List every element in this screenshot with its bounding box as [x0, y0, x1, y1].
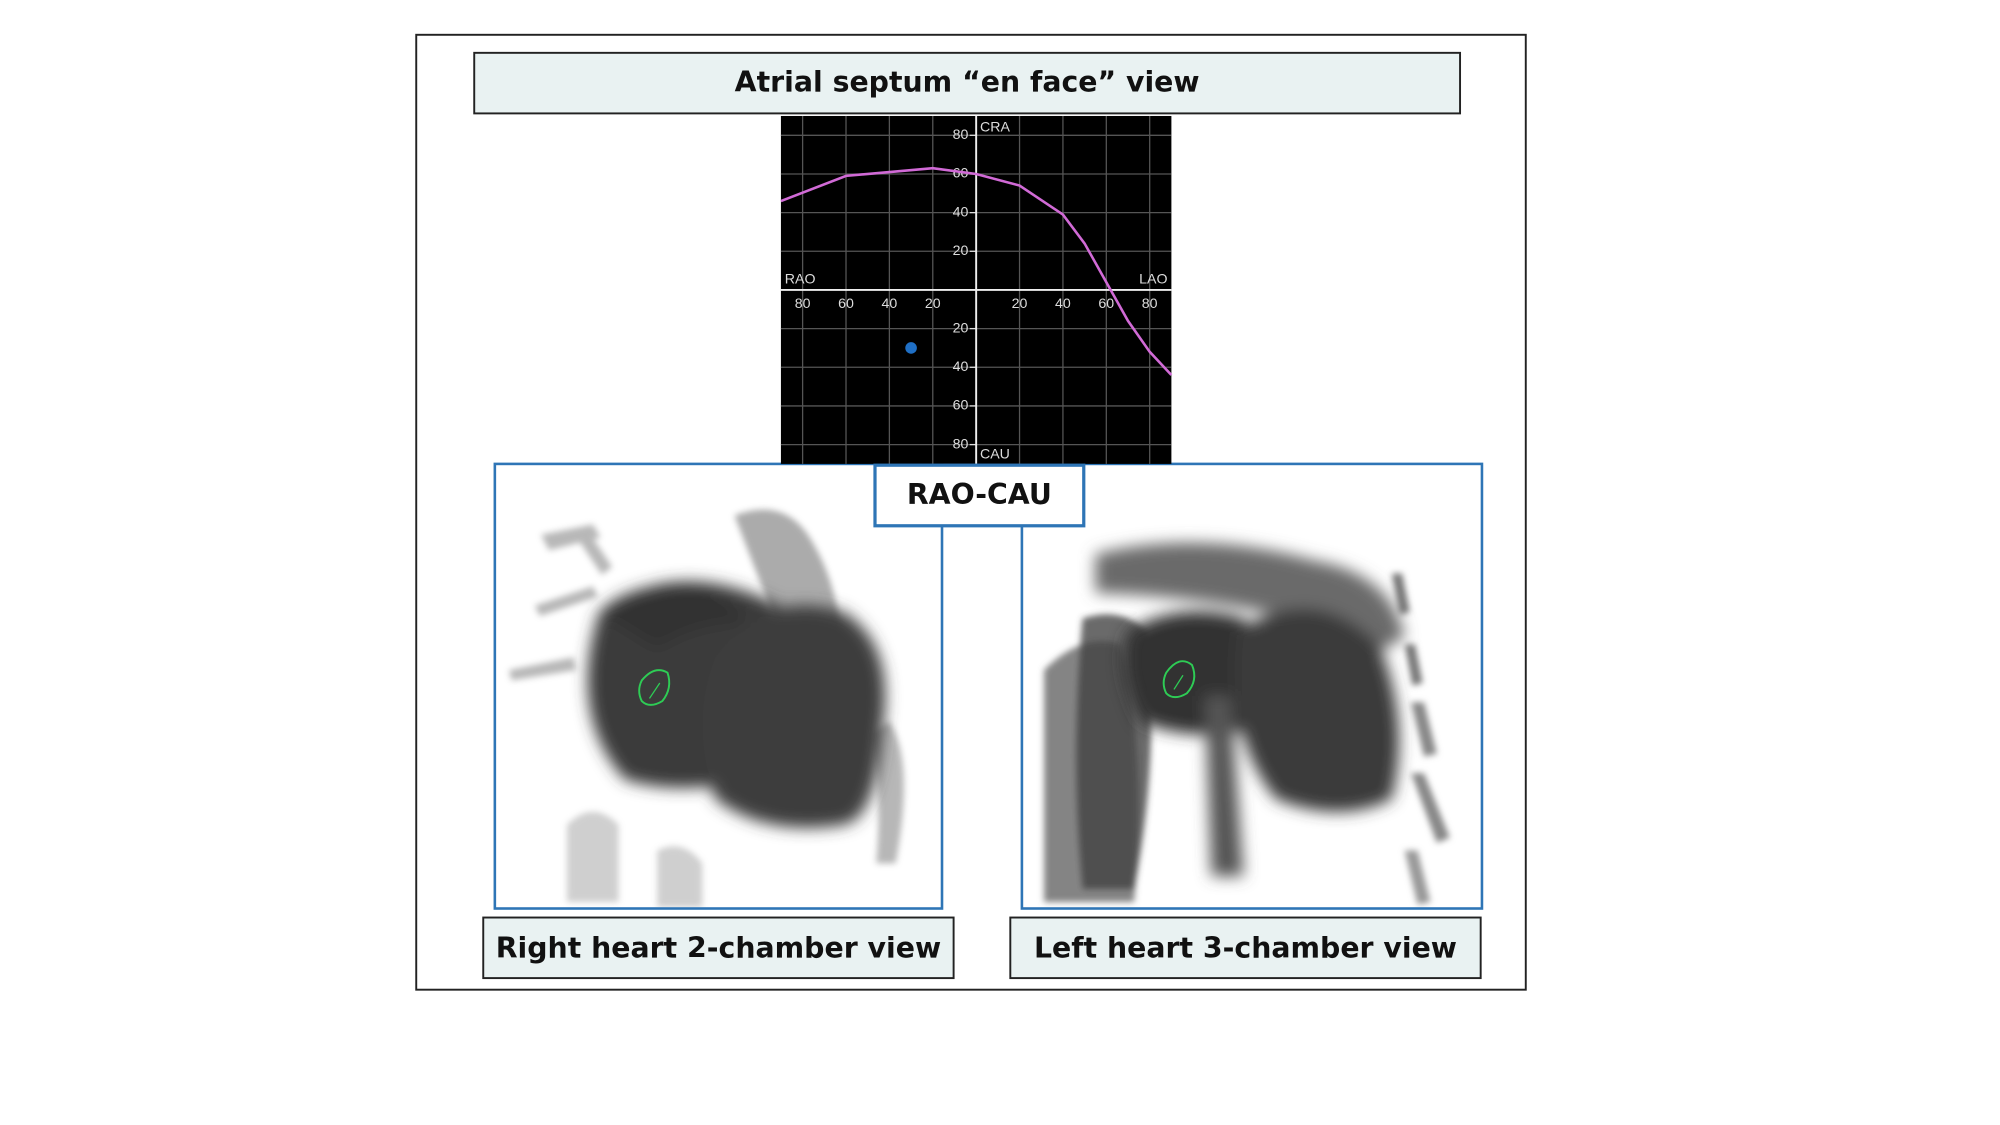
view-label: RAO-CAU [907, 478, 1052, 511]
x-tick-label: 20 [1012, 296, 1028, 312]
selected-angle [905, 342, 917, 354]
y-tick-label: 40 [953, 204, 969, 220]
y-tick-label: 40 [953, 359, 969, 375]
left-panel-frame [493, 462, 944, 910]
left-heart-image [1023, 465, 1481, 908]
x-tick-label: 60 [1098, 296, 1114, 312]
caption-box [482, 916, 955, 980]
angle-curve [780, 166, 1173, 376]
x-tick-label: 80 [795, 296, 811, 312]
y-tick-label: 80 [953, 127, 969, 143]
panel-caption: Left heart 3-chamber view [1034, 932, 1457, 965]
title-box [473, 51, 1462, 115]
angle-plot: 80 60 40 20 20 40 60 80 80 60 40 20 20 40 60 80 RAO LAO CR… [780, 115, 1173, 464]
y-tick-label: 80 [953, 436, 969, 452]
x-tick-label: 60 [838, 296, 854, 312]
caption-box [1009, 916, 1482, 980]
panel-caption: Right heart 2-chamber view [496, 932, 941, 965]
x-tick-label: 80 [1142, 296, 1158, 312]
axis-label: CAU [980, 447, 1010, 463]
x-tick-label: 40 [882, 296, 898, 312]
y-tick-label: 60 [953, 398, 969, 414]
y-tick-label: 60 [953, 166, 969, 182]
x-tick-label: 20 [925, 296, 941, 312]
y-tick-label: 20 [953, 243, 969, 259]
y-tick-label: 20 [953, 320, 969, 336]
axis-label: CRA [980, 119, 1010, 135]
x-tick-label: 40 [1055, 296, 1071, 312]
axis-label: LAO [1139, 271, 1167, 287]
axis-label: RAO [785, 271, 816, 287]
view-label-box [873, 463, 1086, 528]
right-heart-image [496, 465, 941, 908]
figure-title: Atrial septum “en face” view [735, 66, 1200, 99]
right-panel-frame [1020, 462, 1484, 910]
